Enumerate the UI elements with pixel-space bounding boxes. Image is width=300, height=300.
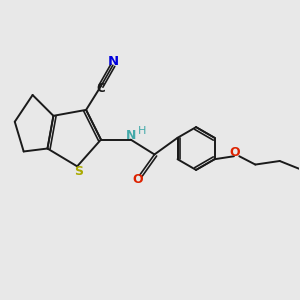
Text: C: C (97, 82, 105, 95)
Text: O: O (133, 173, 143, 186)
Text: N: N (108, 55, 119, 68)
Text: O: O (230, 146, 240, 159)
Text: N: N (126, 129, 136, 142)
Text: S: S (74, 165, 83, 178)
Text: H: H (138, 126, 146, 136)
